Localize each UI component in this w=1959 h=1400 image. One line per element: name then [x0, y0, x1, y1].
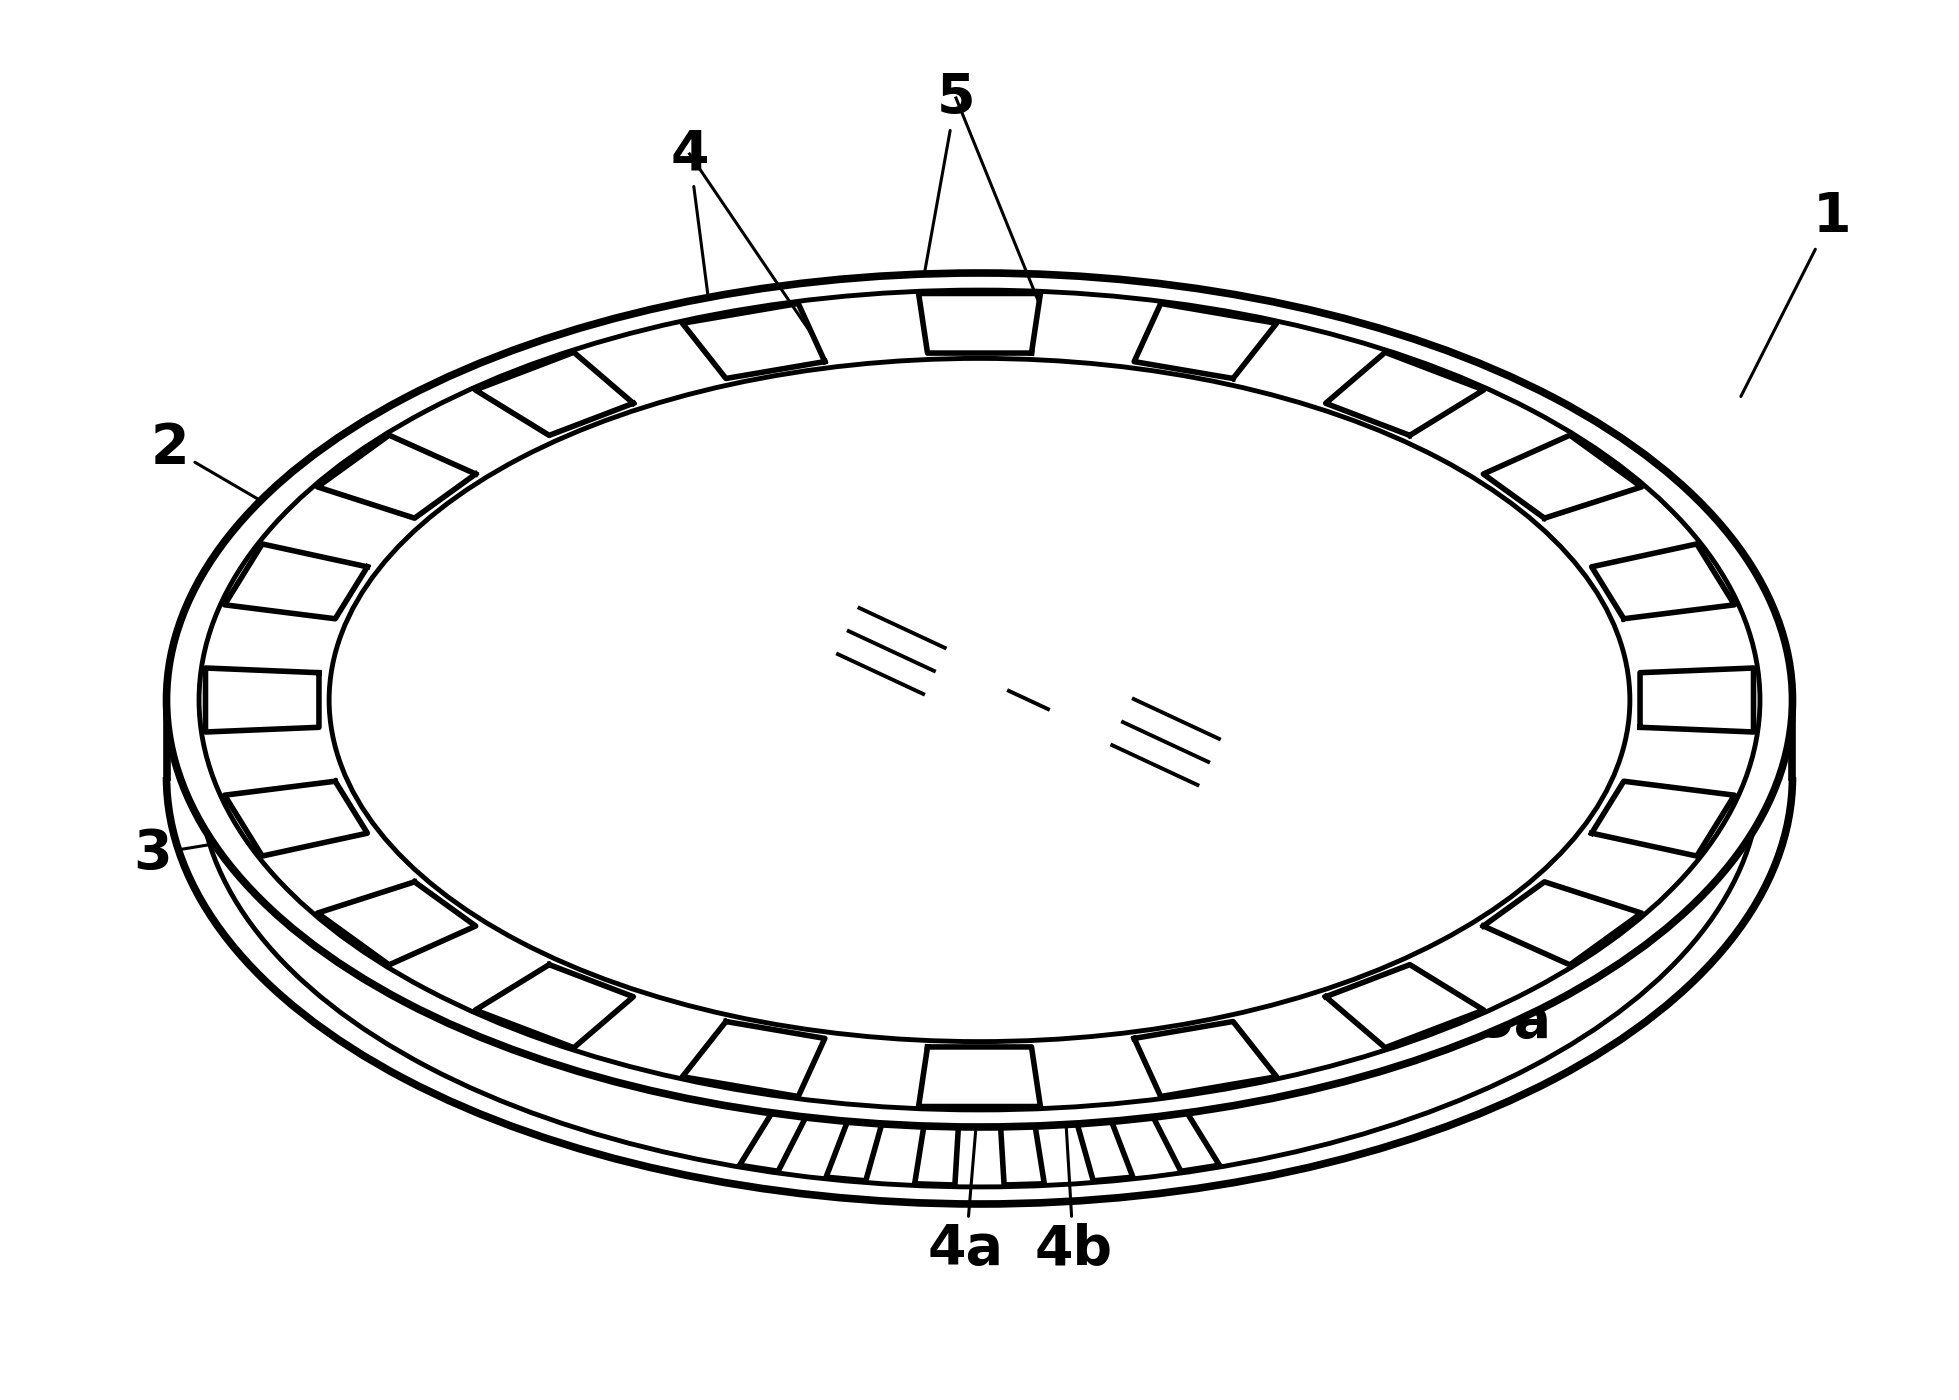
Ellipse shape [329, 358, 1630, 1042]
Ellipse shape [200, 290, 1759, 1110]
Polygon shape [1077, 1120, 1132, 1180]
Polygon shape [317, 882, 476, 965]
Polygon shape [739, 1109, 807, 1172]
Polygon shape [1001, 1126, 1044, 1184]
Polygon shape [476, 965, 633, 1047]
Polygon shape [225, 545, 368, 619]
Polygon shape [225, 781, 368, 855]
Polygon shape [682, 1022, 825, 1096]
Polygon shape [827, 1120, 882, 1180]
Polygon shape [1640, 668, 1753, 732]
Text: 4b: 4b [1034, 1088, 1113, 1275]
Polygon shape [919, 294, 1040, 353]
Polygon shape [476, 353, 633, 435]
Text: 4a: 4a [929, 1088, 1003, 1275]
Polygon shape [1134, 1022, 1277, 1096]
Text: 5a: 5a [1442, 995, 1552, 1049]
Polygon shape [206, 668, 319, 732]
Text: 5: 5 [921, 71, 976, 291]
Text: 2: 2 [151, 421, 360, 559]
Polygon shape [1134, 304, 1277, 378]
Polygon shape [1591, 545, 1734, 619]
Text: 5: 5 [402, 960, 492, 1014]
Polygon shape [919, 1047, 1040, 1106]
Text: 1: 1 [1742, 190, 1851, 396]
Polygon shape [317, 435, 476, 518]
Polygon shape [1326, 353, 1483, 435]
Text: 3: 3 [133, 826, 321, 881]
Text: 4: 4 [670, 127, 715, 347]
Polygon shape [1483, 435, 1642, 518]
Polygon shape [682, 304, 825, 378]
Polygon shape [1591, 781, 1734, 855]
Polygon shape [1326, 965, 1483, 1047]
Polygon shape [1483, 882, 1642, 965]
Polygon shape [1152, 1109, 1220, 1172]
Polygon shape [915, 1126, 958, 1184]
Ellipse shape [167, 273, 1792, 1127]
